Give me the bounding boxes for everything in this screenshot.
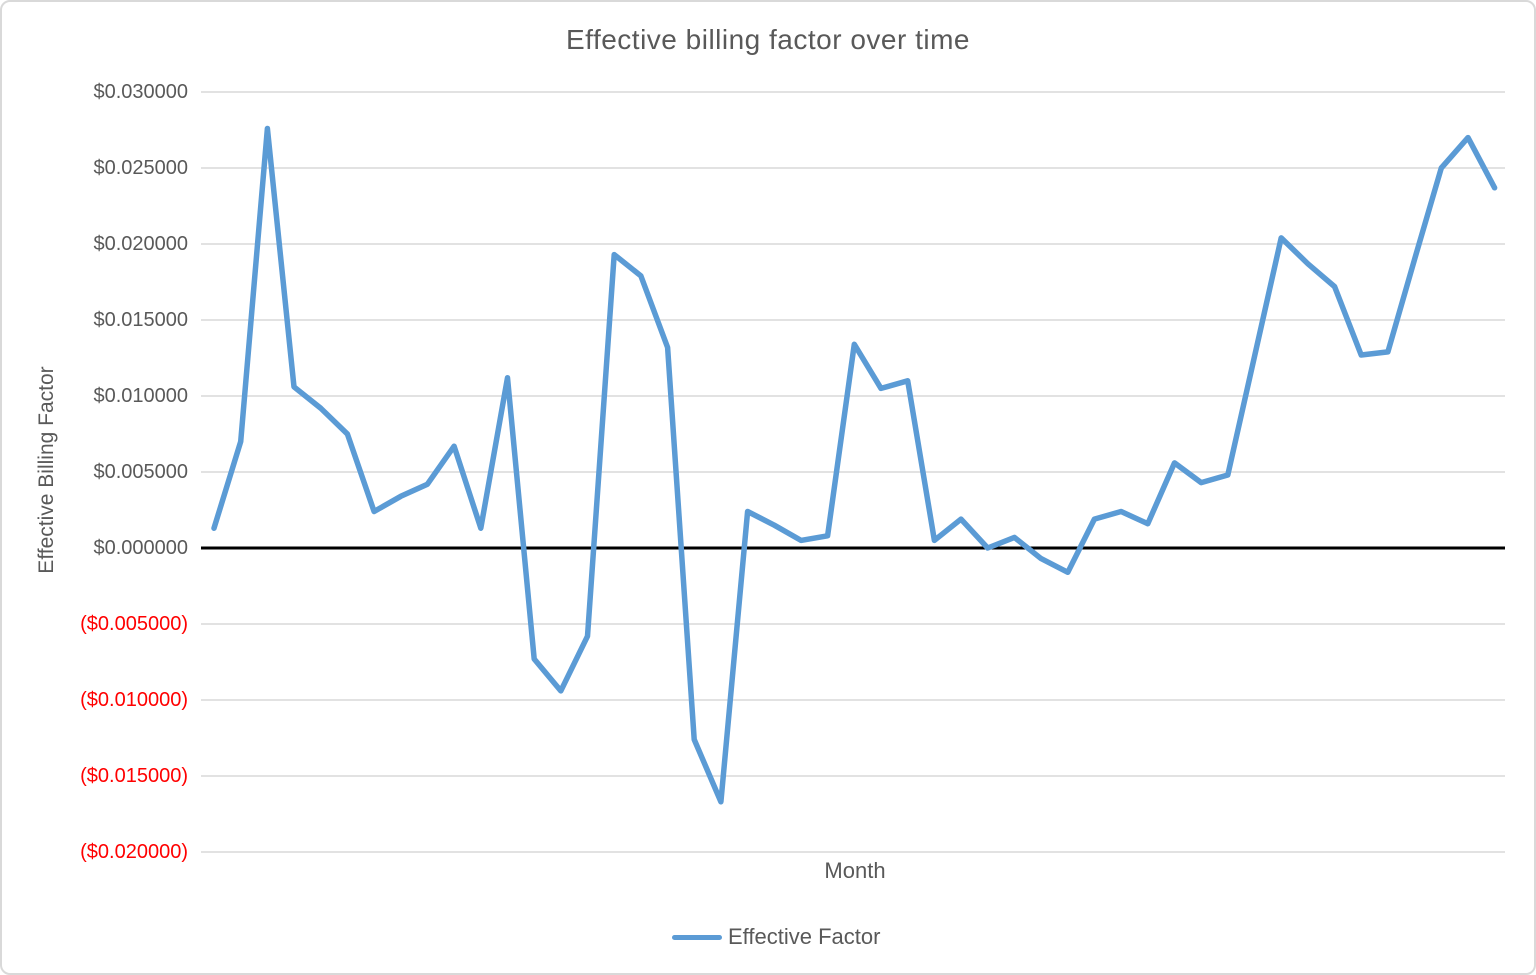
- y-axis-tick-label: ($0.020000): [80, 841, 188, 863]
- chart-title: Effective billing factor over time: [566, 24, 970, 55]
- y-axis-tick-label: $0.005000: [93, 461, 188, 483]
- series-line-effective-factor: [211, 125, 1498, 805]
- legend-line-swatch: [672, 934, 722, 940]
- y-axis-tick-label: $0.030000: [93, 81, 188, 103]
- y-axis-tick-label: $0.020000: [93, 233, 188, 255]
- y-axis-tick-label: $0.010000: [93, 385, 188, 407]
- y-axis-tick-label: $0.015000: [93, 309, 188, 331]
- legend-label: Effective Factor: [728, 924, 881, 949]
- y-axis-tick-label: ($0.010000): [80, 689, 188, 711]
- legend: Effective Factor: [672, 924, 880, 950]
- x-axis-title: Month: [824, 858, 886, 883]
- y-axis-tick-label: $0.025000: [93, 157, 188, 179]
- y-axis-tick-label: $0.000000: [93, 537, 188, 559]
- y-axis-tick-label: ($0.015000): [80, 765, 188, 787]
- y-axis-tick-label: ($0.005000): [80, 613, 188, 635]
